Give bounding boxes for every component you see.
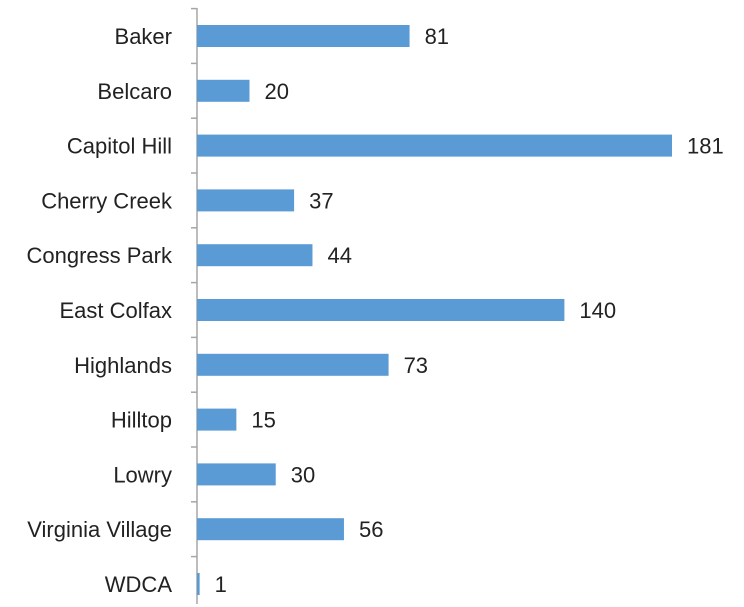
category-label-belcaro: Belcaro (97, 79, 172, 104)
bar-baker (197, 25, 410, 47)
value-label-hilltop: 15 (251, 408, 275, 433)
bar-hilltop (197, 408, 237, 431)
category-label-lowry: Lowry (113, 462, 172, 487)
bar-east-colfax (197, 299, 565, 321)
value-label-highlands: 73 (404, 353, 428, 378)
category-label-baker: Baker (115, 24, 172, 49)
value-label-congress-park: 44 (327, 243, 351, 268)
bar-lowry (197, 463, 276, 486)
category-label-capitol-hill: Capitol Hill (67, 134, 172, 159)
value-label-belcaro: 20 (264, 79, 288, 104)
y-axis-ticks (191, 7, 197, 558)
value-label-lowry: 30 (291, 462, 315, 487)
bar-highlands (197, 353, 389, 376)
bar-belcaro (197, 79, 250, 102)
category-label-hilltop: Hilltop (111, 408, 172, 433)
value-label-baker: 81 (425, 24, 449, 49)
value-label-wdca: 1 (215, 572, 227, 597)
category-label-east-colfax: East Colfax (60, 298, 173, 323)
category-label-wdca: WDCA (105, 572, 173, 597)
value-labels: 81 20 181 37 44 140 73 15 30 56 1 (215, 24, 724, 597)
value-label-capitol-hill: 181 (687, 134, 724, 159)
bar-congress-park (197, 244, 313, 267)
category-label-highlands: Highlands (74, 353, 172, 378)
category-label-cherry-creek: Cherry Creek (41, 188, 173, 213)
bar-wdca (197, 573, 200, 595)
category-label-congress-park: Congress Park (26, 243, 173, 268)
value-label-cherry-creek: 37 (309, 188, 333, 213)
bar-capitol-hill (197, 134, 672, 157)
category-label-virginia-village: Virginia Village (27, 517, 172, 542)
value-label-east-colfax: 140 (579, 298, 616, 323)
bar-cherry-creek (197, 189, 295, 212)
value-label-virginia-village: 56 (359, 517, 383, 542)
category-labels: Baker Belcaro Capitol Hill Cherry Creek Cong… (26, 24, 173, 597)
bars-layer (197, 25, 672, 595)
bar-virginia-village (197, 518, 344, 541)
